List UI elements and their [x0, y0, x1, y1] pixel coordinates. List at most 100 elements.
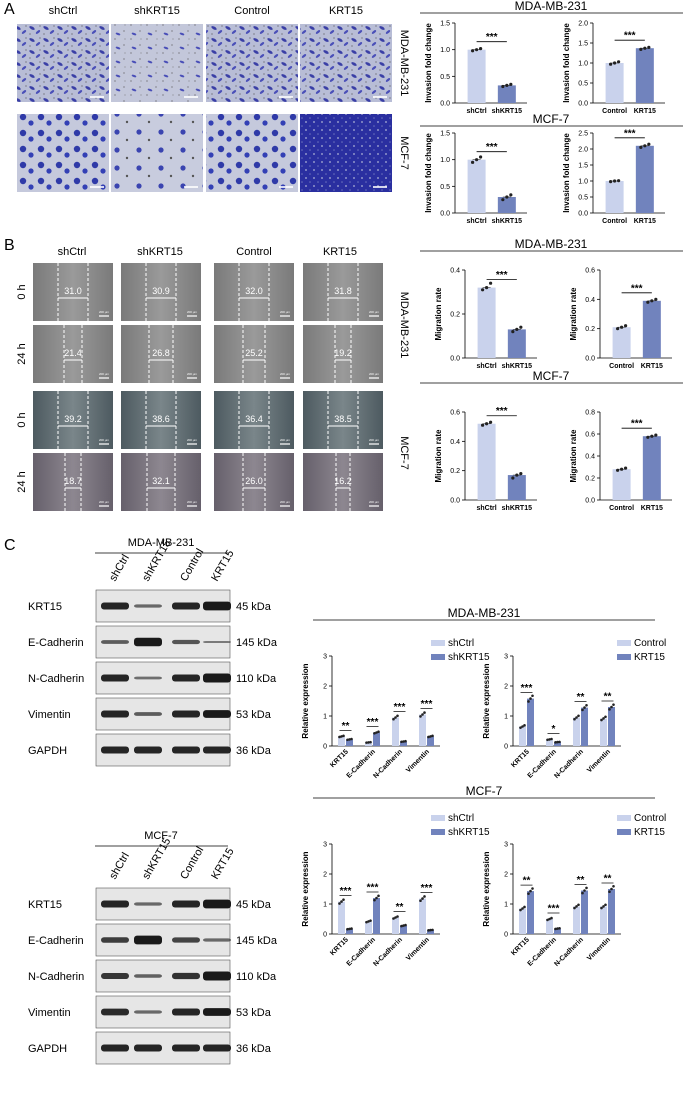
- blot-band: [172, 746, 200, 754]
- x-tick-label: N-Cadherin: [372, 748, 404, 780]
- blot-band: [134, 902, 162, 906]
- bar: [600, 906, 607, 934]
- data-point: [610, 887, 613, 891]
- invasion-img-mcf-shkrt15: [111, 114, 203, 192]
- y-tick-label: 0.4: [585, 454, 595, 461]
- y-tick-label: 0.6: [585, 432, 595, 439]
- lane-label: shCtrl: [107, 851, 132, 882]
- bar: [477, 423, 496, 500]
- data-point: [505, 83, 509, 87]
- kda-label: 36 kDa: [236, 1043, 272, 1055]
- blot-band: [203, 938, 231, 942]
- wound-image: [214, 453, 294, 511]
- wound-scale-label: 200 μm: [369, 310, 380, 314]
- bar: [427, 930, 434, 934]
- col-label-krt15: KRT15: [329, 5, 363, 17]
- x-tick-label: shCtrl: [466, 218, 486, 225]
- sig-stars: ***: [486, 32, 498, 43]
- wound-image: [33, 325, 113, 383]
- blot-band: [101, 710, 129, 718]
- legend-swatch: [617, 815, 631, 821]
- lane-label: shKRT15: [140, 836, 173, 882]
- data-point: [654, 433, 658, 437]
- data-point: [550, 737, 553, 741]
- kda-label: 53 kDa: [236, 709, 272, 721]
- sig-stars: **: [577, 692, 585, 703]
- bar: [419, 898, 426, 934]
- bar: [497, 197, 516, 213]
- data-point: [527, 700, 530, 703]
- wound-width-value: 31.8: [334, 286, 352, 296]
- panel-c-letter: C: [4, 537, 16, 554]
- time-label: 24 h: [16, 471, 28, 492]
- y-tick-label: 0: [323, 932, 327, 939]
- data-point: [550, 916, 553, 920]
- data-point: [612, 885, 615, 888]
- protein-label: Vimentin: [28, 1007, 71, 1019]
- row-label-mcf: MCF-7: [398, 136, 410, 170]
- y-tick-label: 0.5: [578, 81, 588, 88]
- bar: [519, 726, 526, 746]
- data-point: [521, 907, 524, 910]
- y-tick-label: 0.8: [585, 410, 595, 417]
- x-tick-label: shKRT15: [502, 505, 532, 512]
- kda-label: 45 kDa: [236, 899, 272, 911]
- wound-width-value: 32.0: [245, 286, 263, 296]
- y-axis-label: Invasion fold change: [562, 133, 571, 213]
- sig-stars: ***: [521, 683, 533, 694]
- y-tick-label: 0.0: [450, 356, 460, 363]
- y-tick-label: 1.5: [440, 131, 450, 138]
- data-point: [604, 715, 607, 719]
- bar: [497, 85, 516, 103]
- data-point: [616, 327, 620, 331]
- wound-image: [303, 325, 383, 383]
- data-point: [394, 916, 397, 919]
- data-point: [485, 286, 489, 290]
- legend-swatch: [431, 829, 445, 835]
- lane-label: KRT15: [209, 846, 236, 881]
- protein-label: Vimentin: [28, 709, 71, 721]
- blot-title: MDA-MB-231: [128, 537, 195, 549]
- wound-width-value: 31.0: [64, 286, 82, 296]
- data-point: [394, 716, 397, 719]
- sig-stars: ***: [548, 904, 560, 915]
- invasion-img-mda-krt15: [300, 24, 392, 102]
- data-point: [609, 62, 613, 66]
- wound-image: [214, 263, 294, 321]
- bar: [477, 287, 496, 358]
- data-point: [373, 732, 376, 735]
- data-point: [604, 903, 607, 907]
- data-point: [367, 920, 370, 923]
- data-point: [556, 927, 559, 930]
- x-tick-label: Vimentin: [405, 748, 431, 774]
- blot-band: [172, 710, 200, 718]
- data-point: [369, 919, 372, 922]
- data-point: [647, 142, 651, 146]
- data-point: [556, 740, 559, 744]
- y-tick-label: 0.0: [585, 498, 595, 505]
- blot-band: [134, 604, 162, 608]
- data-point: [523, 724, 526, 727]
- y-axis-label: Relative expression: [301, 851, 310, 926]
- data-point: [600, 718, 603, 722]
- wound-row-label-mda: MDA-MB-231: [398, 292, 410, 359]
- sig-stars: ***: [631, 283, 643, 294]
- data-point: [375, 896, 378, 900]
- blot-band: [203, 601, 231, 611]
- bar: [608, 889, 615, 934]
- data-point: [338, 902, 341, 905]
- lane-label: shCtrl: [107, 553, 132, 584]
- protein-label: GAPDH: [28, 745, 67, 757]
- wound-healing-grid: 0 h 31.0 200 μm 30.9 200 μm 32.0 200 μm 31.8 200…: [16, 263, 383, 511]
- data-point: [646, 300, 650, 304]
- wound-width-value: 26.0: [245, 476, 263, 486]
- wound-scale-label: 200 μm: [187, 438, 198, 442]
- x-tick-label: Control: [609, 363, 634, 370]
- data-point: [602, 905, 605, 908]
- data-point: [554, 741, 557, 744]
- data-point: [400, 740, 403, 744]
- data-point: [346, 927, 349, 931]
- x-tick-label: shKRT15: [492, 218, 522, 225]
- y-tick-label: 0.2: [585, 326, 595, 333]
- data-point: [404, 739, 407, 743]
